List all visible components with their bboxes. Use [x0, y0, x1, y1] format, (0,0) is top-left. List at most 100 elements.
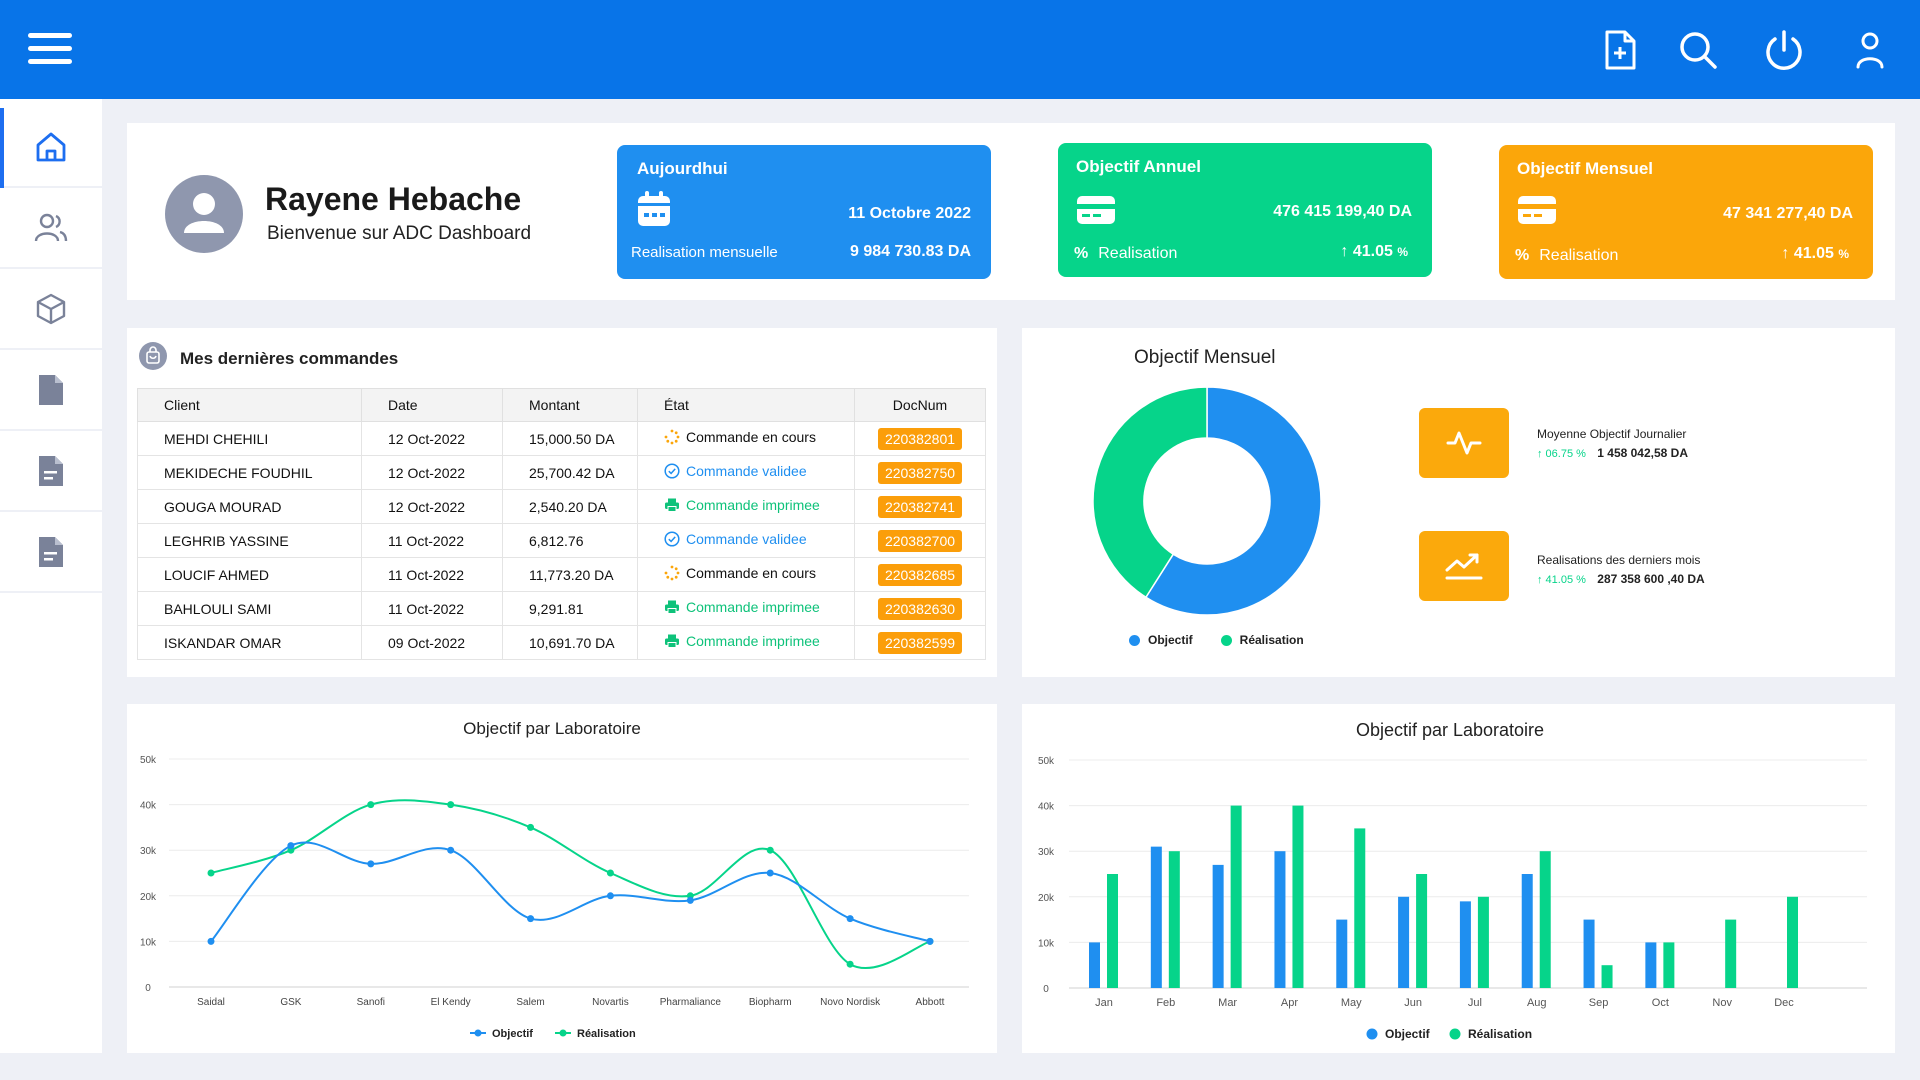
- legend-item-realisation[interactable]: Réalisation: [1220, 633, 1304, 647]
- kpi-card-annual[interactable]: Objectif Annuel 476 415 199,40 DA % Real…: [1058, 143, 1432, 277]
- percent-icon: %: [1074, 245, 1089, 262]
- data-point: [846, 915, 854, 923]
- daily-average-tile: [1419, 408, 1509, 478]
- kpi-value: 47 341 277,40 DA: [1723, 205, 1853, 222]
- menu-icon[interactable]: [28, 33, 72, 73]
- y-tick-label: 0: [1043, 984, 1049, 995]
- summary-card: Rayene Hebache Bienvenue sur ADC Dashboa…: [127, 123, 1895, 300]
- column-header-etat[interactable]: État: [637, 388, 855, 422]
- x-tick-label: Dec: [1774, 997, 1794, 1009]
- kpi-title: Objectif Mensuel: [1517, 159, 1654, 178]
- last-months-tile: [1419, 531, 1509, 601]
- table-row[interactable]: LEGHRIB YASSINE 11 Oct-2022 6,812.76 Comman…: [137, 523, 986, 558]
- docnum-badge[interactable]: 220382741: [877, 495, 963, 518]
- table-row[interactable]: GOUGA MOURAD 12 Oct-2022 2,540.20 DA Comman…: [137, 489, 986, 524]
- trend-up-icon: [1445, 553, 1483, 580]
- bar-chart-card: Objectif par Laboratoire 0 10k 20k 30k 40k 50k…: [1022, 704, 1895, 1053]
- kpi-title: Aujourdhui: [637, 159, 728, 178]
- bar-realisation: [1168, 851, 1180, 988]
- y-tick-label: 30k: [1038, 847, 1055, 858]
- x-tick-label: Jan: [1095, 997, 1113, 1009]
- sidebar-item-users[interactable]: [0, 189, 102, 269]
- column-header-docnum[interactable]: DocNum: [854, 388, 986, 422]
- sidebar-item-documents[interactable]: [0, 351, 102, 431]
- table-row[interactable]: LOUCIF AHMED 11 Oct-2022 11,773.20 DA Comma…: [137, 557, 986, 592]
- x-tick-label: Saidal: [197, 997, 225, 1008]
- status-label: Commande en cours: [664, 565, 816, 581]
- stat-values: ↑ 06.75 % 1 458 042,58 DA: [1537, 446, 1688, 460]
- document-icon: [39, 375, 63, 405]
- bar-objectif: [1583, 919, 1595, 988]
- bar-objectif: [1645, 942, 1657, 988]
- x-tick-label: Mar: [1218, 997, 1237, 1009]
- kpi-pct-value: ↑ 41.05 %: [1781, 245, 1849, 262]
- search-icon[interactable]: [1676, 28, 1720, 72]
- legend-item-objectif[interactable]: Objectif: [1129, 633, 1193, 647]
- bar-objectif: [1398, 896, 1410, 988]
- user-icon[interactable]: [1848, 28, 1892, 72]
- kpi-card-monthly[interactable]: Objectif Mensuel 47 341 277,40 DA % Real…: [1499, 145, 1873, 279]
- y-tick-label: 20k: [140, 892, 157, 903]
- cell-docnum: 220382750: [854, 455, 986, 490]
- status-label: Commande imprimee: [664, 599, 820, 615]
- table-row[interactable]: MEHDI CHEHILI 12 Oct-2022 15,000.50 DA Comm…: [137, 421, 986, 456]
- bar-realisation: [1477, 896, 1489, 988]
- kpi-pct-label: % Realisation: [1515, 247, 1619, 264]
- column-header-date[interactable]: Date: [361, 388, 503, 422]
- cell-client: LOUCIF AHMED: [137, 557, 362, 592]
- series-line-objectif: [210, 841, 931, 943]
- kpi-card-today[interactable]: Aujourdhui 11 Octobre 2022 Realisation m…: [617, 145, 991, 279]
- x-tick-label: Salem: [516, 997, 544, 1008]
- sidebar-item-products[interactable]: [0, 270, 102, 350]
- table-row[interactable]: BAHLOULI SAMI 11 Oct-2022 9,291.81 Commande…: [137, 591, 986, 626]
- cell-etat: Commande imprimee: [637, 625, 855, 660]
- cell-client: MEHDI CHEHILI: [137, 421, 362, 456]
- kpi-sub-label: Realisation mensuelle: [631, 244, 778, 261]
- bar-realisation: [1354, 828, 1366, 988]
- user-name: Rayene Hebache: [265, 181, 522, 217]
- sidebar-item-reports[interactable]: [0, 432, 102, 512]
- cell-etat: Commande imprimee: [637, 591, 855, 626]
- cell-client: BAHLOULI SAMI: [137, 591, 362, 626]
- docnum-badge[interactable]: 220382750: [877, 461, 963, 484]
- legend-marker: [474, 1029, 482, 1037]
- docnum-badge[interactable]: 220382700: [877, 529, 963, 552]
- status-label: Commande imprimee: [664, 497, 820, 513]
- bar-realisation: [1230, 805, 1242, 988]
- data-point: [846, 960, 854, 968]
- kpi-value: 476 415 199,40 DA: [1273, 203, 1412, 220]
- cell-client: GOUGA MOURAD: [137, 489, 362, 524]
- credit-card-icon: [1518, 196, 1556, 224]
- docnum-badge[interactable]: 220382630: [877, 597, 963, 620]
- y-tick-label: 40k: [140, 801, 157, 812]
- donut-legend: Objectif Réalisation: [1129, 633, 1304, 647]
- x-tick-label: Pharmaliance: [660, 997, 722, 1008]
- y-tick-label: 10k: [1038, 938, 1055, 949]
- table-row[interactable]: MEKIDECHE FOUDHIL 12 Oct-2022 25,700.42 DA…: [137, 455, 986, 490]
- new-document-icon[interactable]: [1598, 28, 1642, 72]
- sidebar-item-invoices[interactable]: [0, 513, 102, 593]
- report-icon: [39, 456, 63, 486]
- orders-table: Client Date Montant État DocNum MEHDI CH…: [137, 388, 986, 660]
- bar-realisation: [1663, 942, 1675, 988]
- y-tick-label: 0: [145, 983, 151, 994]
- column-header-montant[interactable]: Montant: [502, 388, 638, 422]
- cell-montant: 9,291.81: [502, 591, 638, 626]
- cell-montant: 10,691.70 DA: [502, 625, 638, 660]
- y-tick-label: 50k: [1038, 756, 1055, 767]
- power-icon[interactable]: [1762, 28, 1806, 72]
- docnum-badge[interactable]: 220382801: [877, 427, 963, 450]
- column-header-client[interactable]: Client: [137, 388, 362, 422]
- docnum-badge[interactable]: 220382685: [877, 563, 963, 586]
- legend-label: Réalisation: [577, 1028, 636, 1040]
- kpi-sub-value: 9 984 730.83 DA: [850, 243, 971, 260]
- line-chart: Objectif par Laboratoire 0 10k 20k 30k 40k 50k…: [140, 719, 969, 1040]
- docnum-badge[interactable]: 220382599: [877, 631, 963, 654]
- bar-realisation: [1601, 965, 1613, 988]
- cell-date: 11 Oct-2022: [361, 591, 503, 626]
- table-row[interactable]: ISKANDAR OMAR 09 Oct-2022 10,691.70 DA Comm…: [137, 625, 986, 660]
- x-tick-label: Apr: [1281, 997, 1298, 1009]
- bar-realisation: [1416, 874, 1428, 988]
- cell-date: 12 Oct-2022: [361, 455, 503, 490]
- sidebar-item-home[interactable]: [0, 108, 102, 188]
